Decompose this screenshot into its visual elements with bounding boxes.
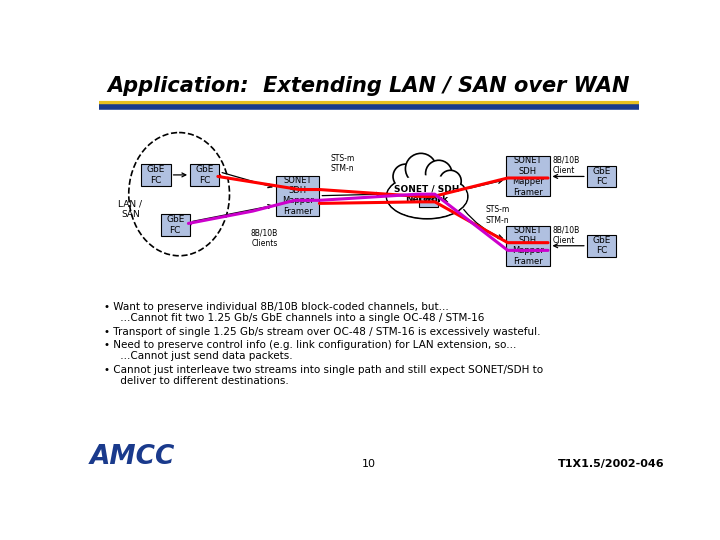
Text: GbE
FC: GbE FC [166, 215, 184, 235]
Text: STS-m
STM-n: STS-m STM-n [485, 205, 510, 225]
FancyBboxPatch shape [587, 166, 616, 187]
Text: 8B/10B
Client: 8B/10B Client [553, 225, 580, 245]
FancyBboxPatch shape [276, 176, 320, 215]
FancyBboxPatch shape [419, 195, 438, 207]
Text: deliver to different destinations.: deliver to different destinations. [104, 376, 289, 386]
Text: SONET
SDH
Mapper
Framer: SONET SDH Mapper Framer [512, 226, 544, 266]
Circle shape [439, 170, 462, 192]
Text: SONET
SDH
Mapper
Framer: SONET SDH Mapper Framer [512, 157, 544, 197]
Text: SONET
SDH
Mapper
Framer: SONET SDH Mapper Framer [282, 176, 314, 216]
Text: 8B/10B
Client: 8B/10B Client [553, 156, 580, 176]
Text: • Cannot just interleave two streams into single path and still expect SONET/SDH: • Cannot just interleave two streams int… [104, 365, 543, 375]
FancyBboxPatch shape [141, 164, 171, 186]
Text: • Need to preserve control info (e.g. link configuration) for LAN extension, so.: • Need to preserve control info (e.g. li… [104, 340, 516, 350]
FancyBboxPatch shape [190, 164, 220, 186]
Text: T1X1.5/2002-046: T1X1.5/2002-046 [557, 458, 664, 469]
FancyBboxPatch shape [587, 235, 616, 256]
Circle shape [405, 153, 436, 184]
FancyBboxPatch shape [506, 226, 549, 266]
Ellipse shape [387, 176, 467, 218]
FancyBboxPatch shape [506, 157, 549, 197]
Ellipse shape [387, 174, 468, 219]
Text: • Want to preserve individual 8B/10B block-coded channels, but...: • Want to preserve individual 8B/10B blo… [104, 302, 449, 312]
Text: STS-m
STM-n: STS-m STM-n [330, 154, 354, 173]
Circle shape [426, 160, 452, 186]
Text: ...Cannot fit two 1.25 Gb/s GbE channels into a single OC-48 / STM-16: ...Cannot fit two 1.25 Gb/s GbE channels… [104, 313, 485, 323]
Text: GbE
FC: GbE FC [147, 165, 165, 185]
Text: GbE
FC: GbE FC [593, 236, 611, 255]
Text: AMCC: AMCC [90, 444, 175, 470]
Text: ...Cannot just send data packets.: ...Cannot just send data packets. [104, 351, 292, 361]
FancyBboxPatch shape [161, 214, 190, 236]
Text: GbE
FC: GbE FC [196, 165, 214, 185]
Text: GbE
FC: GbE FC [593, 167, 611, 186]
Text: 8B/10B
Clients: 8B/10B Clients [251, 229, 278, 248]
Circle shape [393, 164, 418, 189]
Text: SONET / SDH
Network: SONET / SDH Network [395, 185, 460, 204]
Text: • Transport of single 1.25 Gb/s stream over OC-48 / STM-16 is excessively wastef: • Transport of single 1.25 Gb/s stream o… [104, 327, 541, 336]
Text: 10: 10 [362, 458, 376, 469]
Text: STS: STS [422, 198, 435, 204]
Text: Application:  Extending LAN / SAN over WAN: Application: Extending LAN / SAN over WA… [107, 76, 629, 96]
Text: LAN /
SAN: LAN / SAN [118, 200, 143, 219]
